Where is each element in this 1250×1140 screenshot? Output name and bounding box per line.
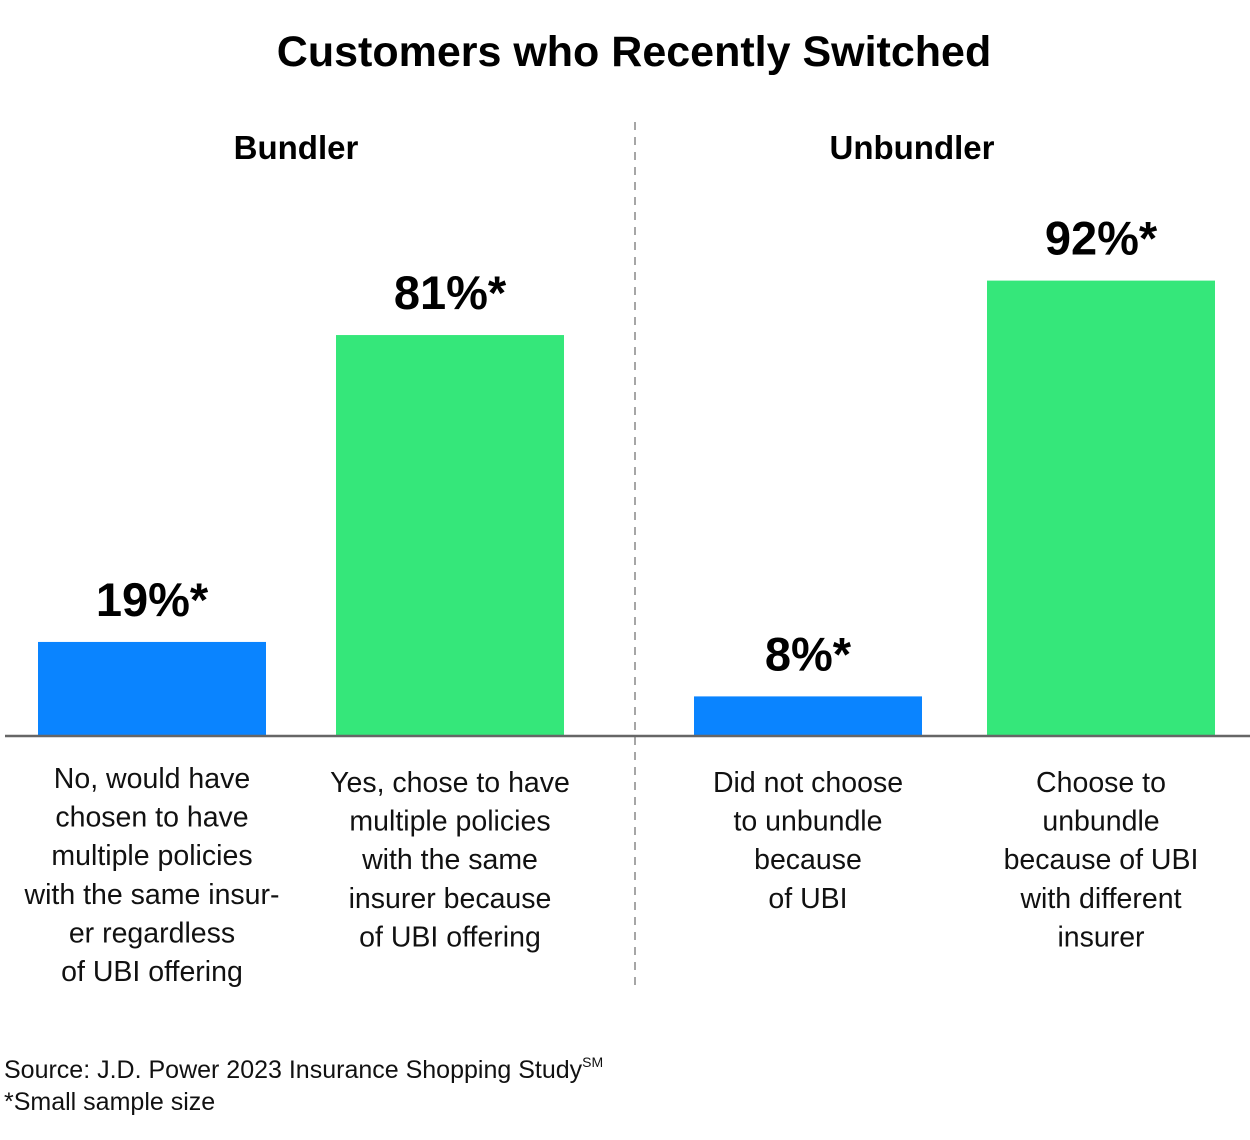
category-label-line: multiple policies (349, 806, 550, 838)
category-label: Yes, chose to have multiple policies with … (330, 767, 570, 953)
data-label: 8%* (765, 627, 852, 680)
category-label-line: Yes, chose to have (330, 767, 570, 799)
data-label: 19%* (96, 573, 209, 626)
category-label: Did not choose to unbundle because of UBI (713, 767, 903, 915)
category-label-line: because of UBI (1004, 844, 1199, 876)
category-label-line: of UBI offering (61, 956, 243, 988)
category-label-line: unbundle (1042, 806, 1159, 838)
category-label-line: to unbundle (734, 806, 883, 838)
category-label-line: with the same (361, 844, 538, 876)
source-note: Source: J.D. Power 2023 Insurance Shoppi… (4, 1054, 603, 1084)
category-label-line: insurer because (349, 883, 552, 915)
category-label-line: multiple policies (51, 840, 252, 872)
group-title-unbundler: Unbundler (830, 129, 995, 166)
category-label-line: of UBI (768, 883, 847, 915)
category-label: No, would have chosen to have multiple pol… (23, 763, 279, 988)
data-label: 92%* (1045, 212, 1158, 265)
sample-size-note: *Small sample size (4, 1088, 215, 1116)
bar (336, 335, 564, 736)
source-superscript: SM (582, 1054, 603, 1070)
bar (38, 641, 266, 736)
category-label-line: of UBI offering (359, 921, 541, 953)
source-text: Source: J.D. Power 2023 Insurance Shoppi… (4, 1056, 583, 1084)
category-label-line: with different (1019, 883, 1181, 915)
bar (987, 280, 1215, 736)
category-label-line: insurer (1057, 921, 1145, 953)
category-label: Choose to unbundle because of UBI with diff… (1004, 767, 1199, 953)
category-label-line: because (754, 844, 862, 876)
group-title-bundler: Bundler (234, 129, 359, 166)
category-label-line: er regardless (69, 917, 235, 949)
chart-title: Customers who Recently Switched (277, 28, 991, 76)
bar (694, 696, 922, 736)
category-label-line: Choose to (1036, 767, 1166, 799)
category-label-line: No, would have (54, 763, 250, 795)
data-label: 81%* (394, 266, 507, 319)
category-label-line: chosen to have (55, 802, 248, 834)
category-label-line: with the same insur- (23, 879, 279, 911)
category-label-line: Did not choose (713, 767, 903, 799)
